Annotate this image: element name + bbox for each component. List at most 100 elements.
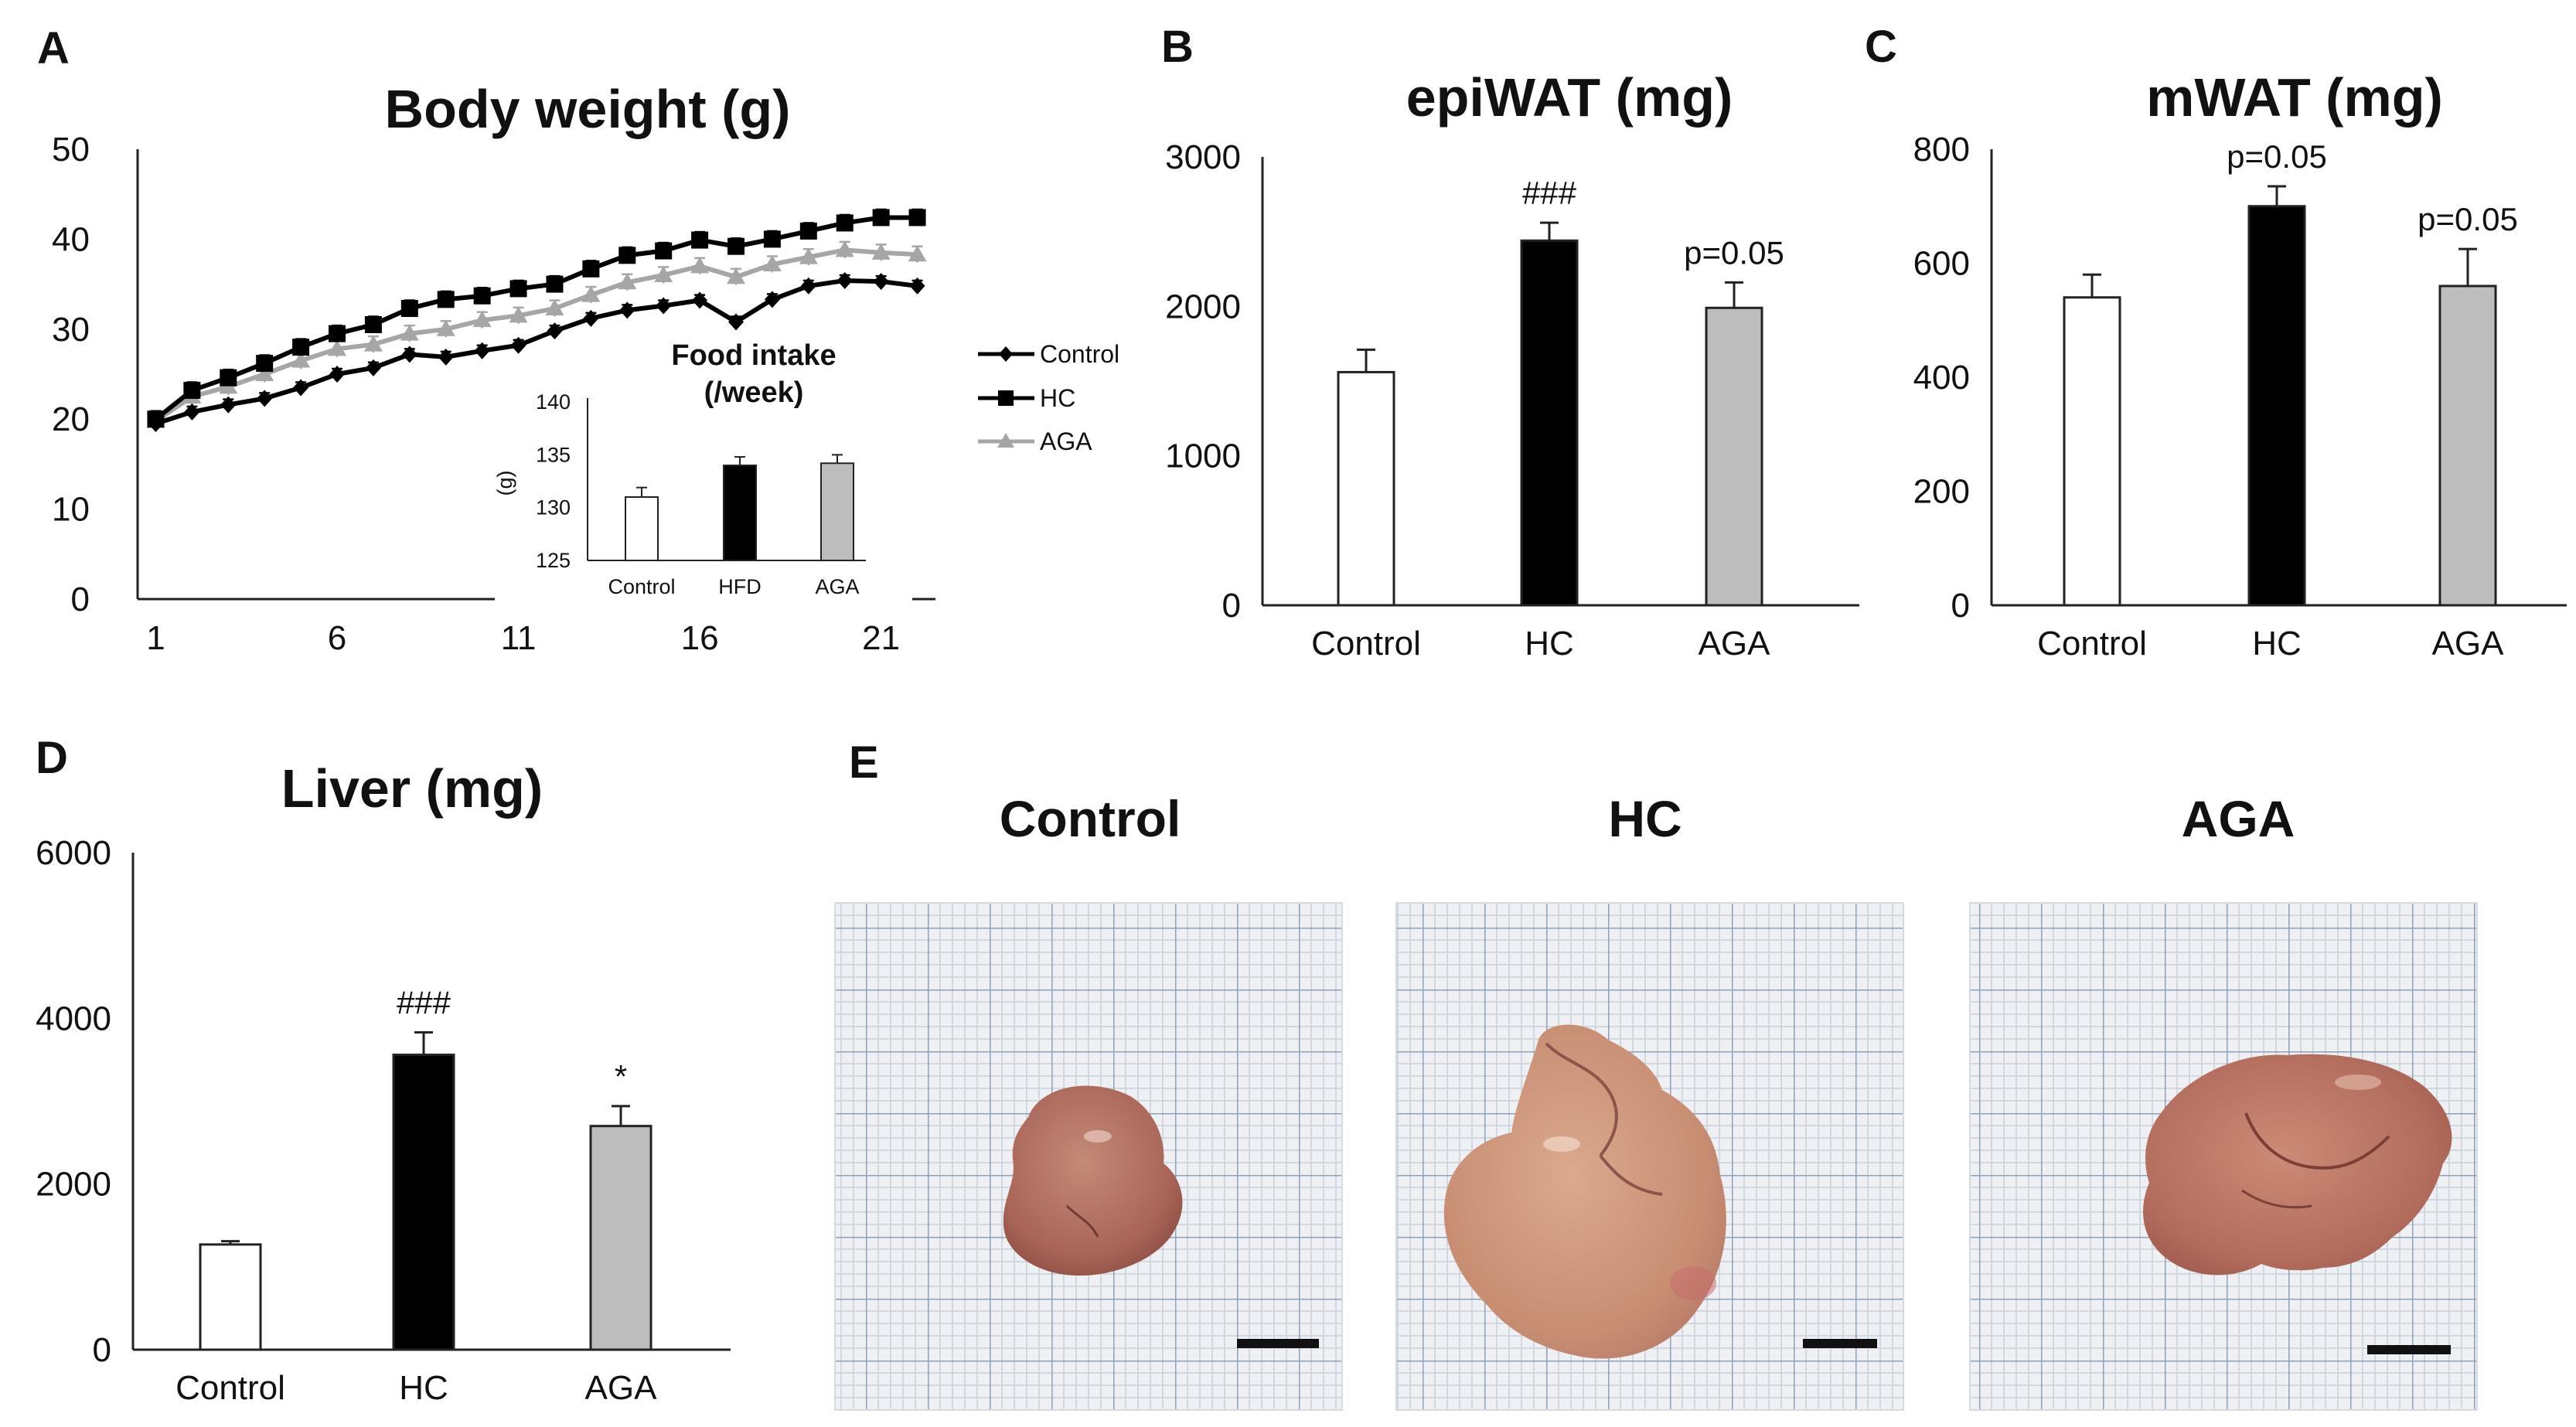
y-tick-label-c: 600: [1913, 245, 1970, 283]
liver-hc-image: [1443, 1024, 1726, 1359]
x-tick-label-a: 1: [146, 619, 165, 657]
y-tick-label-d: 6000: [36, 834, 111, 872]
photo-hc: [1395, 902, 1904, 1411]
data-point: [509, 280, 527, 298]
data-point: [437, 291, 455, 308]
bar-b-hc: [1520, 239, 1579, 607]
series-line-hc: [154, 215, 918, 421]
data-point: [655, 242, 673, 260]
data-point: [618, 247, 636, 264]
category-label-c: HC: [2252, 625, 2302, 662]
data-point: [727, 267, 745, 284]
y-tick-label-c: 800: [1913, 131, 1970, 169]
data-point: [510, 336, 526, 354]
bar-d-control: [199, 1243, 262, 1351]
photo-aga: [1969, 902, 2478, 1411]
data-point: [328, 339, 346, 356]
y-tick-label-a: 50: [52, 131, 90, 169]
series-control: [148, 271, 925, 433]
inset-food-intake: Food intake (/week) 125 130 135 140 (g) Control…: [493, 339, 912, 603]
data-point: [220, 396, 237, 414]
panel-d-liver: D Liver (mg) 0 2000 4000 6000 Control HC ### AGA *: [36, 733, 731, 1407]
category-label-b: Control: [1311, 625, 1421, 662]
data-point: [474, 342, 490, 359]
data-point: [763, 230, 781, 248]
data-point: [473, 287, 491, 305]
chart-title-c: mWAT (mg): [2146, 67, 2443, 128]
panel-letter-a: A: [37, 23, 70, 73]
y-tick-label-d: 4000: [36, 1000, 111, 1037]
data-point: [799, 247, 818, 264]
data-point: [728, 313, 744, 331]
inset-category-label: AGA: [815, 575, 859, 598]
data-point: [257, 390, 273, 407]
bar-d-hc: [392, 1053, 455, 1351]
data-point: [583, 309, 599, 327]
data-point: [509, 306, 528, 323]
legend-label-aga: AGA: [1040, 427, 1092, 455]
data-point: [764, 291, 780, 308]
inset-category-label: Control: [608, 575, 675, 598]
category-label-d: Control: [175, 1369, 285, 1407]
y-tick-label-c: 0: [1951, 587, 1970, 625]
data-point: [183, 381, 201, 399]
y-tick-label-b: 2000: [1165, 288, 1241, 325]
data-point: [618, 273, 637, 290]
legend-marker-hc: [998, 390, 1014, 406]
data-point: [438, 348, 454, 366]
photo-label-aga: AGA: [2182, 790, 2295, 847]
chart-title-b: epiWAT (mg): [1406, 67, 1733, 128]
y-tick-label-a: 40: [52, 220, 90, 258]
y-tick-label-d: 0: [93, 1331, 111, 1369]
y-tick-label-a: 0: [71, 581, 90, 618]
annotation-c: p=0.05: [2418, 201, 2518, 237]
data-point: [656, 297, 672, 315]
x-tick-label-a: 21: [862, 619, 900, 657]
data-point: [872, 209, 890, 226]
data-point: [401, 346, 417, 363]
inset-y-tick-label: 140: [536, 390, 571, 414]
bar-b-control: [1337, 370, 1395, 607]
data-point: [547, 322, 563, 340]
annotation-d: ###: [397, 985, 451, 1021]
category-label-d: HC: [399, 1369, 448, 1407]
inset-y-tick-label: 135: [536, 443, 571, 466]
y-tick-label-b: 1000: [1165, 438, 1241, 475]
scale-bar-hc: [1803, 1339, 1877, 1348]
series-line-control: [155, 278, 918, 426]
data-point: [871, 243, 891, 260]
photo-label-control: Control: [1000, 790, 1181, 847]
y-tick-label-c: 200: [1913, 473, 1970, 511]
inset-category-label: HFD: [718, 575, 762, 598]
data-point: [329, 325, 346, 342]
annotation-b: p=0.05: [1684, 234, 1784, 271]
data-point: [654, 265, 673, 282]
data-point: [147, 410, 165, 428]
data-point: [293, 379, 309, 397]
series-line-aga: [154, 247, 918, 424]
data-point: [365, 359, 381, 376]
data-point: [546, 275, 564, 293]
bar-c-aga: [2438, 284, 2497, 607]
inset-title-line-2: (/week): [704, 376, 804, 409]
data-point: [255, 365, 274, 381]
legend-label-control: Control: [1040, 340, 1119, 368]
data-point: [364, 315, 382, 333]
annotation-c: p=0.05: [2227, 138, 2327, 175]
data-point: [400, 300, 418, 318]
chart-title-a: Body weight (g): [385, 79, 791, 139]
y-tick-label-d: 2000: [36, 1166, 111, 1204]
bar-b-aga: [1705, 306, 1763, 607]
panel-e-liver-photos: E Control HC AGA: [834, 737, 2478, 1411]
data-point: [291, 351, 311, 368]
data-point: [692, 291, 708, 309]
data-point: [472, 311, 492, 328]
data-point: [329, 366, 345, 383]
panel-letter-e: E: [849, 737, 879, 788]
legend-marker-control: [999, 346, 1013, 362]
panel-letter-d: D: [36, 733, 68, 783]
data-point: [690, 257, 710, 274]
scale-bar-aga: [2367, 1345, 2451, 1354]
